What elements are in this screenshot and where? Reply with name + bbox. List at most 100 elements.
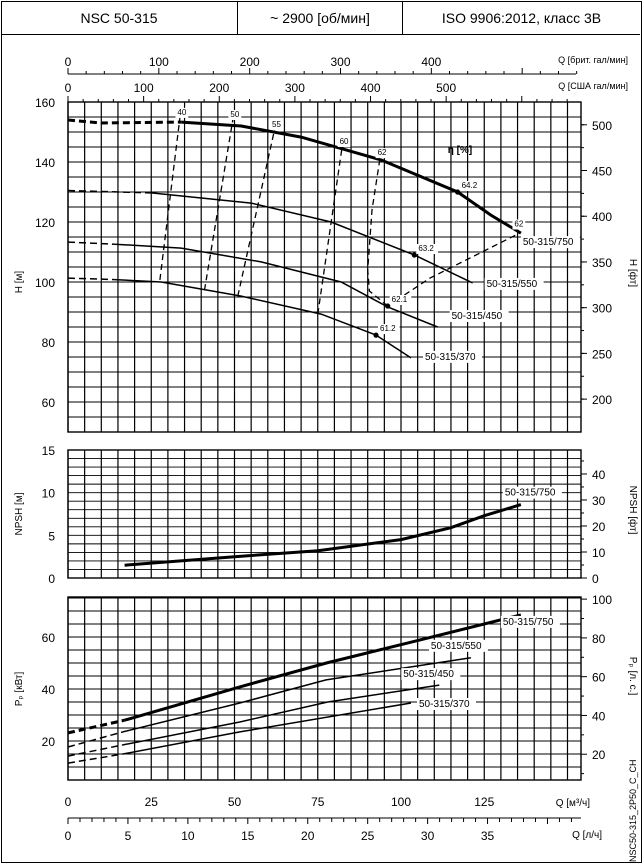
head-curve (114, 243, 438, 328)
y-right-axis-label: H [фт] (627, 259, 639, 287)
efficiency-axis-label: η [%] (448, 145, 472, 156)
bottom-axis-tick-label: 5 (125, 829, 132, 843)
x-tick-label: 100 (391, 795, 411, 809)
y-right-tick-label: 500 (592, 119, 612, 133)
bottom-axis-tick-label: 0 (65, 829, 72, 843)
top-axis-tick-label: 200 (209, 81, 229, 95)
bottom-axis-tick-label: 35 (481, 829, 495, 843)
y-right-tick-label: 400 (592, 210, 612, 224)
y-right-tick-label: 20 (592, 520, 606, 534)
head-curve-dashed (67, 241, 115, 245)
top-axis-tick-label: 100 (134, 81, 154, 95)
head-grid (67, 101, 581, 433)
head-curve-dashed (67, 189, 152, 194)
series-label-bg (428, 639, 488, 652)
y-tick-label: 0 (48, 572, 55, 586)
power-grid-border (67, 596, 582, 781)
bep-label: 64.2 (462, 181, 478, 190)
efficiency-isoline (367, 158, 389, 307)
series-label: 50-315/750 (503, 617, 554, 628)
power-curve (124, 613, 522, 722)
y-tick-label: 140 (35, 156, 55, 170)
y-tick-label: 80 (42, 336, 56, 350)
series-label: 50-315/750 (505, 488, 556, 499)
y-tick-label: 160 (35, 96, 55, 110)
y-tick-label: 10 (42, 487, 56, 501)
bep-point (385, 303, 391, 309)
top-axis-tick-label: 400 (421, 55, 441, 69)
standard-label: ISO 9906:2012, класс 3B (441, 9, 602, 26)
efficiency-label: 40 (177, 108, 186, 117)
top-axis-tick-label: 0 (65, 55, 72, 69)
head-curve (151, 192, 473, 284)
y-right-tick-label: 250 (592, 347, 612, 361)
bep-label-bg (416, 244, 438, 254)
y-right-tick-label: 40 (592, 709, 606, 723)
y-right-axis-label: Pₚ [л. с.] (627, 657, 638, 696)
top-axis-tick-label: 300 (285, 81, 305, 95)
efficiency-label-bg (337, 137, 351, 147)
y-tick-label: 15 (42, 444, 56, 458)
y-tick-label: 120 (35, 216, 55, 230)
efficiency-label-bg (270, 119, 283, 130)
y-tick-label: 60 (42, 396, 56, 410)
series-label: 50-315/550 (431, 641, 482, 652)
power-curve (122, 702, 412, 755)
header: NSC 50-315 ~ 2900 [об/мин] ISO 9906:2012… (1, 1, 640, 35)
series-label-bg (484, 277, 544, 290)
bep-label: 63.2 (418, 244, 434, 253)
bottom-axis-tick-label: 10 (181, 829, 195, 843)
efficiency-label: 62 (378, 148, 387, 157)
series-label-bg (502, 486, 562, 499)
head-curve (181, 120, 522, 235)
bottom-axis-tick-label: 30 (421, 829, 435, 843)
y-right-tick-label: 60 (592, 671, 606, 685)
series-label-bg (401, 668, 461, 681)
x-axis-label: Q [м³/ч] (556, 798, 591, 809)
bep-label-bg (459, 181, 482, 191)
bep-point (411, 252, 417, 258)
bottom-axis-label: Q [л/ч] (572, 830, 602, 841)
top-axis-label: Q [брит. гал/мин] (558, 55, 628, 65)
bottom-axis-tick-label: 15 (241, 829, 255, 843)
y-axis-label: NPSH [м] (14, 492, 25, 535)
series-label: 50-315/550 (487, 279, 538, 290)
y-right-tick-label: 100 (592, 593, 612, 607)
efficiency-label: 50 (230, 110, 239, 119)
y-tick-label: 40 (42, 683, 56, 697)
bep-label-bg (389, 295, 412, 305)
top-axis-tick-label: 200 (240, 55, 260, 69)
series-label: 50-315/450 (403, 669, 454, 680)
series-label-bg (520, 236, 580, 249)
y-right-tick-label: 40 (592, 468, 606, 482)
power-curve-dashed (67, 744, 124, 757)
efficiency-label-bg (512, 219, 526, 230)
bep-point (373, 332, 379, 338)
y-right-tick-label: 300 (592, 302, 612, 316)
head-curve-dashed (67, 277, 115, 281)
efficiency-label-bg (228, 110, 242, 120)
y-right-tick-label: 10 (592, 546, 606, 560)
y-right-tick-label: 200 (592, 393, 612, 407)
top-axis-tick-label: 0 (65, 81, 72, 95)
top-axis-tick-label: 100 (149, 55, 169, 69)
series-label: 50-315/750 (523, 237, 574, 248)
y-right-tick-label: 450 (592, 165, 612, 179)
top-axis-label: Q [США гал/мин] (558, 81, 628, 91)
efficiency-label-bg (375, 148, 389, 159)
series-label-bg (416, 698, 476, 711)
y-tick-label: 20 (42, 735, 56, 749)
drawing-code: NSC50-315_2P50_C_CH (628, 759, 638, 862)
series-label: 50-315/450 (452, 311, 503, 322)
series-label: 50-315/370 (419, 699, 470, 710)
top-axis-tick-label: 400 (361, 81, 381, 95)
y-axis-label: H [м] (14, 271, 25, 294)
series-label-bg (449, 310, 509, 322)
bep-label: 62.1 (392, 295, 408, 304)
head-curve (114, 278, 412, 359)
efficiency-label: 60 (340, 137, 349, 146)
power-curve-dashed (67, 731, 124, 748)
efficiency-label-bg (175, 107, 189, 118)
